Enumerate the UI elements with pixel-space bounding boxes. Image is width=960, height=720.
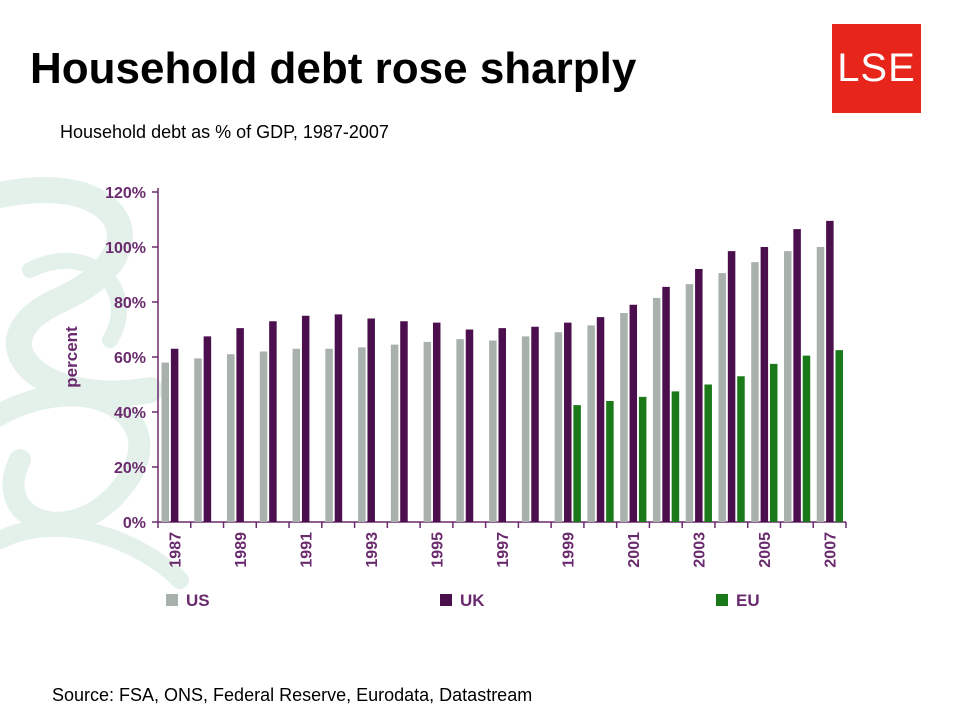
bar-uk-2006	[793, 229, 801, 522]
bar-eu-2006	[802, 355, 811, 522]
y-tick-label: 100%	[105, 240, 146, 257]
legend-label-eu: EU	[736, 591, 760, 610]
y-tick-label: 120%	[105, 185, 146, 202]
bar-us-2001	[620, 313, 628, 522]
bar-uk-1997	[498, 328, 506, 522]
bar-us-2000	[587, 325, 595, 522]
bar-us-1995	[423, 341, 432, 522]
bar-uk-2000	[596, 317, 605, 522]
x-tick-label-1997: 1997	[495, 532, 512, 568]
bar-us-2006	[783, 251, 792, 522]
bar-uk-1989	[236, 328, 244, 522]
bar-us-1998	[521, 336, 530, 522]
bar-us-1993	[358, 347, 366, 522]
x-tick-label-1989: 1989	[233, 532, 250, 568]
bar-uk-2007	[826, 220, 834, 522]
bar-uk-2005	[760, 247, 769, 522]
y-axis-title: percent	[62, 326, 81, 388]
bar-eu-2001	[638, 396, 647, 522]
bar-us-1992	[325, 348, 333, 522]
y-tick-label: 60%	[114, 350, 146, 367]
x-tick-label-1993: 1993	[364, 532, 381, 568]
x-tick-label-2007: 2007	[823, 532, 840, 568]
lse-logo: LSE	[832, 24, 921, 113]
bar-us-2005	[751, 262, 759, 522]
bar-uk-2002	[662, 286, 670, 522]
bar-uk-1993	[367, 318, 375, 522]
bar-uk-1995	[432, 322, 441, 522]
y-tick-label: 0%	[123, 515, 146, 532]
x-tick-label-2001: 2001	[626, 532, 643, 568]
bar-uk-2003	[695, 269, 703, 522]
bar-us-2007	[816, 247, 825, 522]
source-note: Source: FSA, ONS, Federal Reserve, Eurod…	[52, 685, 533, 705]
legend-label-uk: UK	[460, 591, 485, 610]
x-tick-label-1987: 1987	[167, 532, 184, 568]
bar-us-1999	[554, 332, 563, 522]
legend-label-us: US	[186, 591, 210, 610]
bar-uk-1991	[301, 315, 310, 522]
household-debt-bar-chart: 0% 20% 40% 60% 80% 100% 120% percent 1987 1989 199…	[62, 185, 847, 610]
bar-us-1990	[259, 351, 268, 522]
bar-us-2004	[718, 273, 726, 522]
bar-us-1988	[194, 358, 202, 522]
bar-us-1996	[456, 339, 464, 522]
bar-uk-2001	[629, 304, 638, 522]
y-tick-label: 80%	[114, 295, 146, 312]
bar-eu-1999	[573, 405, 581, 522]
bar-uk-1992	[334, 314, 343, 522]
bar-eu-2003	[704, 384, 712, 522]
legend-swatch-uk	[440, 594, 452, 606]
bar-us-1987	[161, 362, 170, 522]
bar-eu-2007	[835, 350, 843, 522]
bar-us-1991	[292, 348, 301, 522]
legend-swatch-us	[166, 594, 178, 606]
bar-us-2003	[685, 284, 694, 522]
chart-subtitle: Household debt as % of GDP, 1987-2007	[60, 122, 389, 142]
bar-uk-1990	[269, 321, 277, 522]
y-tick-label: 20%	[114, 460, 146, 477]
bar-uk-2004	[727, 251, 736, 522]
bar-uk-1988	[203, 336, 212, 522]
bar-eu-2002	[671, 391, 680, 522]
bar-uk-1994	[400, 321, 408, 522]
x-tick-label-2003: 2003	[692, 532, 709, 568]
bar-eu-2000	[606, 401, 614, 522]
bar-us-2002	[652, 297, 661, 522]
x-tick-label-1995: 1995	[429, 532, 446, 568]
y-tick-label: 40%	[114, 405, 146, 422]
x-tick-label-1991: 1991	[298, 532, 315, 568]
lse-logo-text: LSE	[837, 46, 916, 90]
background-swirl-decoration	[0, 177, 189, 589]
bar-eu-2005	[769, 363, 778, 522]
legend-swatch-eu	[716, 594, 728, 606]
bar-uk-1996	[465, 329, 474, 522]
slide-title: Household debt rose sharply	[30, 44, 637, 93]
bar-us-1997	[489, 340, 497, 522]
x-tick-label-1999: 1999	[561, 532, 578, 568]
bar-eu-2004	[737, 376, 745, 522]
bar-uk-1999	[564, 322, 572, 522]
bar-uk-1998	[531, 326, 539, 522]
x-tick-label-2005: 2005	[757, 532, 774, 568]
bar-us-1994	[390, 344, 399, 522]
bar-us-1989	[227, 354, 235, 522]
bar-uk-1987	[170, 348, 179, 522]
